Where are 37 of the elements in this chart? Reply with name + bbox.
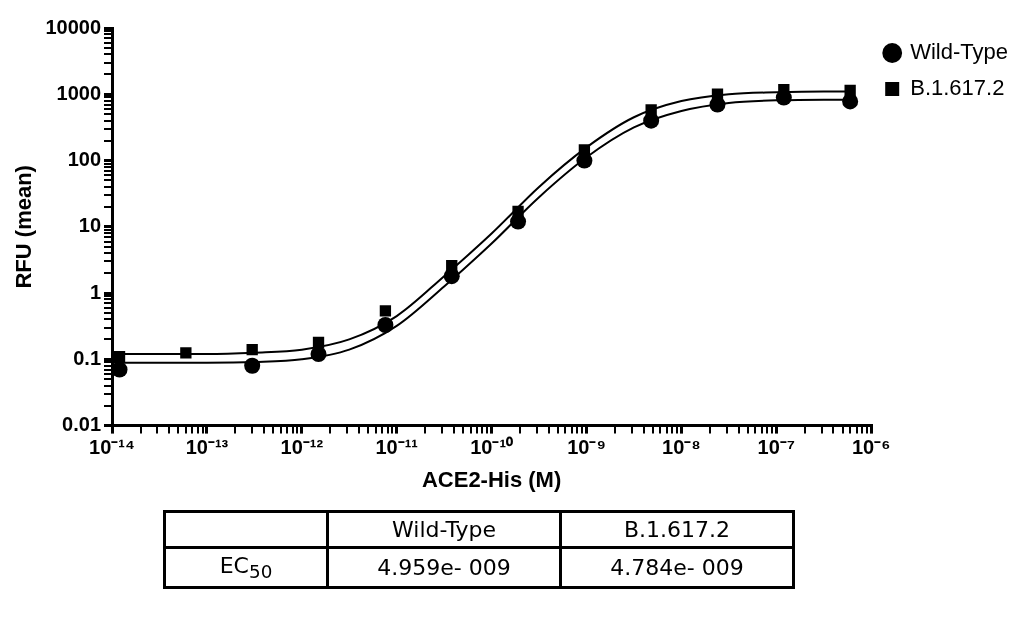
x-tick-label: 10⁻⁷ [757,436,796,459]
point [643,112,660,129]
x-tick-label: 10⁻¹⁴ [89,436,135,459]
y-tick-label: 0.01 [62,413,102,436]
x-tick-label: 10⁻¹² [280,436,324,459]
x-tick-label: 10⁻¹⁰ [470,436,514,459]
text: Wild-Type [392,517,496,542]
text: EC$_{50}$ [164,547,328,588]
point [246,343,258,356]
point [443,268,460,285]
point [379,305,392,317]
x-tick-label: 10⁻⁹ [567,436,606,459]
x-tick-label: 10⁻⁸ [662,436,701,459]
point [377,316,394,333]
text: B.1.617.2 [623,517,731,542]
point [842,93,859,110]
x-tick-label: 10⁻⁶ [851,436,891,459]
legend-label: B.1.617.2 [910,75,1005,101]
y-tick-label: 1 [89,280,102,303]
x-tick-label: 10⁻¹¹ [375,436,419,459]
y-axis-title: RFU (mean) [11,165,37,289]
point [113,350,126,363]
y-tick-label: 0.1 [73,346,102,369]
x-tick-label: 10⁻¹³ [185,436,229,459]
point [112,361,128,378]
point [180,347,192,359]
y-tick-label: 100 [67,148,102,171]
text: 4.959e- 009 [327,547,561,588]
y-tick-label: 10 [78,214,102,237]
y-tick-label: 10000 [45,15,102,38]
text: 4.784e- 009 [560,547,794,588]
point [510,213,527,230]
y-tick-label: 1000 [56,81,102,104]
point [244,357,261,374]
point [310,346,327,363]
x-axis-title: ACE2-His (M) [421,466,562,492]
legend-label: Wild-Type [910,39,1008,65]
